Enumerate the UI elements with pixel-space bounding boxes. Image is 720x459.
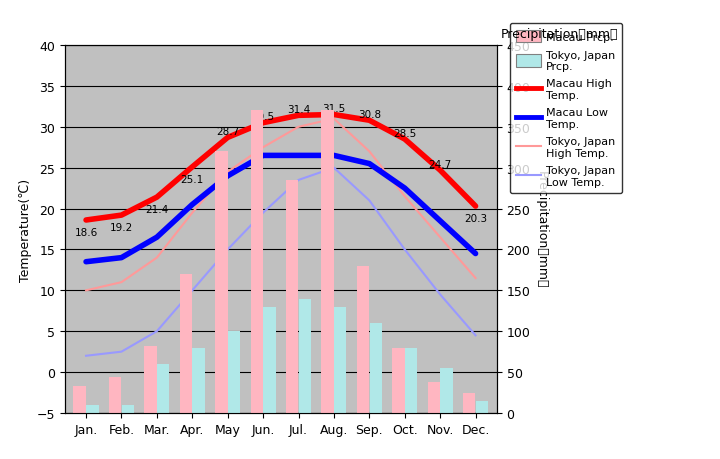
Bar [228, 331, 240, 413]
Bar [428, 382, 440, 413]
Text: 21.4: 21.4 [145, 205, 168, 215]
Text: 20.3: 20.3 [464, 214, 487, 224]
Bar [251, 111, 263, 413]
Bar [299, 299, 311, 413]
Bar [463, 393, 475, 413]
Bar [392, 348, 405, 413]
Text: 30.5: 30.5 [251, 112, 274, 122]
Bar [286, 180, 298, 413]
Bar [405, 348, 418, 413]
Text: 31.4: 31.4 [287, 105, 310, 115]
Text: Precipitation（mm）: Precipitation（mm） [500, 28, 618, 40]
Text: 24.7: 24.7 [428, 159, 451, 169]
Text: 28.5: 28.5 [393, 128, 416, 138]
Bar [192, 348, 205, 413]
Text: 19.2: 19.2 [110, 223, 133, 233]
Legend: Macau Prcp., Tokyo, Japan
Prcp., Macau High
Temp., Macau Low
Temp., Tokyo, Japan: Macau Prcp., Tokyo, Japan Prcp., Macau H… [510, 24, 622, 194]
Bar [109, 377, 121, 413]
Bar [180, 274, 192, 413]
Y-axis label: Precipitation（mm）: Precipitation（mm） [534, 171, 548, 288]
Text: 18.6: 18.6 [74, 228, 98, 238]
Text: 25.1: 25.1 [181, 175, 204, 185]
Bar [215, 152, 228, 413]
Bar [334, 307, 346, 413]
Bar [73, 386, 86, 413]
Text: 30.8: 30.8 [358, 109, 381, 119]
Text: 31.5: 31.5 [323, 104, 346, 114]
Bar [476, 401, 488, 413]
Y-axis label: Temperature(℃): Temperature(℃) [19, 178, 32, 281]
Bar [144, 346, 157, 413]
Bar [86, 405, 99, 413]
Bar [157, 364, 169, 413]
Bar [122, 405, 134, 413]
Bar [441, 368, 453, 413]
Bar [369, 323, 382, 413]
Bar [321, 111, 334, 413]
Bar [264, 307, 276, 413]
Bar [356, 266, 369, 413]
Text: 28.7: 28.7 [216, 127, 239, 137]
